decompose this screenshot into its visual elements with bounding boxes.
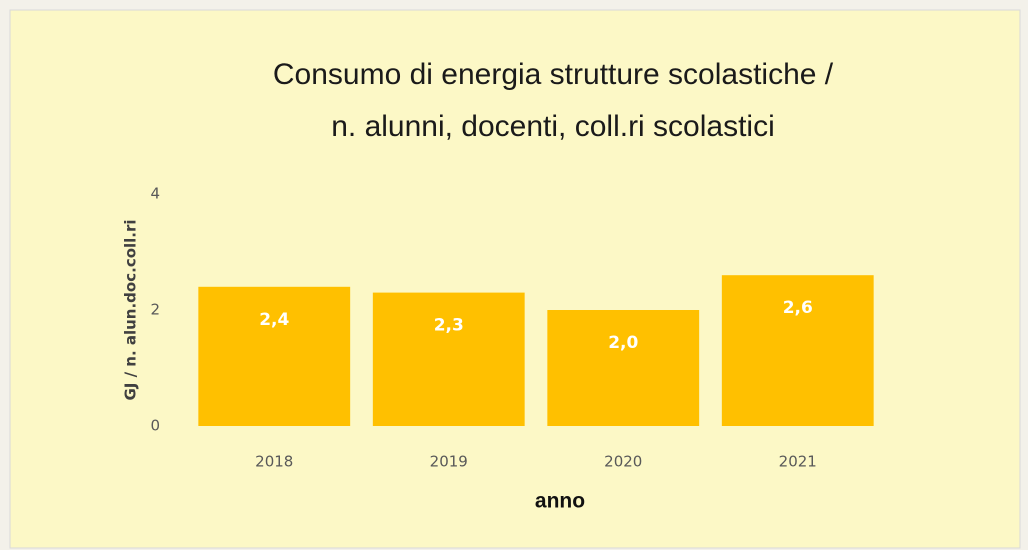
chart-title: Consumo di energia strutture scolastiche… (273, 58, 834, 91)
data-label: 2,4 (259, 310, 289, 330)
chart-title: n. alunni, docenti, coll.ri scolastici (331, 110, 775, 143)
x-tick-label: 2020 (604, 453, 642, 471)
x-tick-label: 2018 (255, 453, 293, 471)
bar (372, 292, 525, 426)
x-axis-title: anno (535, 490, 585, 513)
data-label: 2,0 (608, 333, 638, 353)
x-tick-label: 2021 (779, 453, 817, 471)
y-tick-label: 4 (150, 185, 160, 203)
x-tick-label: 2019 (430, 453, 468, 471)
y-axis-title: GJ / n. alun.doc.coll.ri (122, 219, 140, 400)
y-tick-label: 0 (150, 417, 160, 435)
bar (547, 310, 700, 426)
bar (198, 286, 351, 426)
data-label: 2,6 (783, 298, 813, 318)
y-tick-label: 2 (150, 301, 160, 319)
data-label: 2,3 (434, 316, 464, 336)
bar (721, 275, 874, 426)
